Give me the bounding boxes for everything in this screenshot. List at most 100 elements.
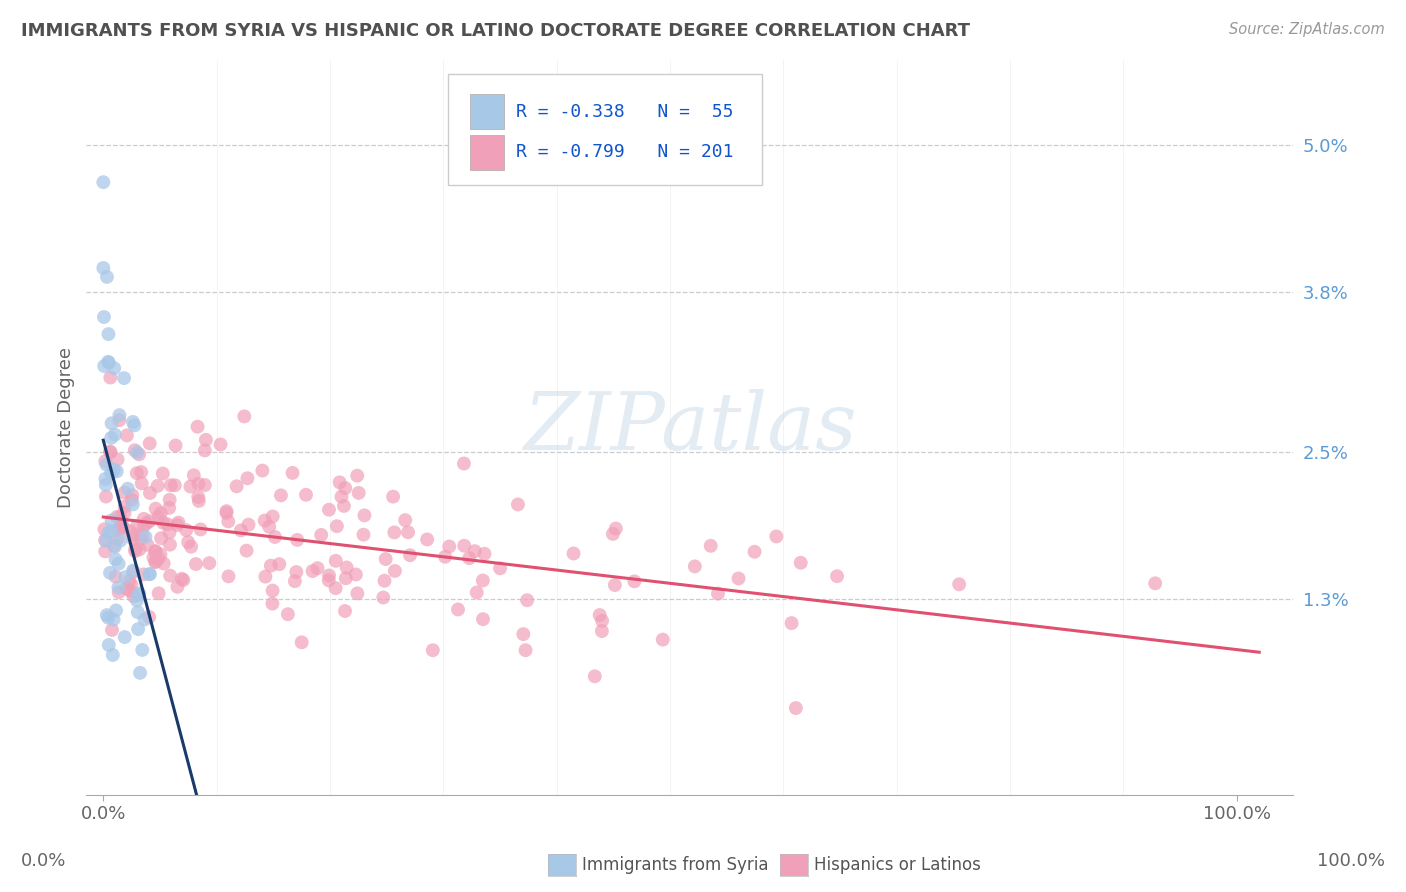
Point <box>143 555 166 569</box>
Point <box>439 540 461 554</box>
Point <box>125 466 148 480</box>
Point <box>307 561 329 575</box>
Point <box>948 577 970 591</box>
Point <box>143 544 166 558</box>
Point <box>194 443 217 458</box>
Point <box>215 506 238 520</box>
Point <box>346 586 368 600</box>
Point <box>464 544 486 558</box>
Point <box>353 527 375 541</box>
Point <box>183 468 205 483</box>
Point <box>180 540 202 554</box>
Text: 100.0%: 100.0% <box>1317 852 1385 870</box>
Point <box>146 479 169 493</box>
Point <box>396 525 419 540</box>
Point <box>107 522 129 536</box>
Point <box>344 567 367 582</box>
Point <box>257 520 280 534</box>
Point <box>384 564 406 578</box>
Point <box>136 538 159 552</box>
Point <box>94 533 117 548</box>
Point <box>101 524 124 538</box>
Point <box>318 568 340 582</box>
Point <box>120 583 142 598</box>
Point <box>107 585 129 599</box>
Point <box>134 530 156 544</box>
Point <box>166 580 188 594</box>
Point <box>159 492 181 507</box>
Y-axis label: Doctorate Degree: Doctorate Degree <box>58 347 75 508</box>
Point <box>225 479 247 493</box>
Point <box>98 566 121 580</box>
Point <box>623 574 645 589</box>
Point <box>97 638 120 652</box>
Point <box>285 533 308 547</box>
Point <box>107 557 129 571</box>
Point <box>91 175 114 189</box>
Point <box>96 608 118 623</box>
Point <box>103 361 125 376</box>
Point <box>129 465 152 479</box>
Point <box>785 701 807 715</box>
Point <box>512 627 534 641</box>
Point <box>112 520 135 534</box>
Point <box>114 485 136 500</box>
Point <box>229 524 252 538</box>
Point <box>125 445 148 459</box>
Point <box>825 569 848 583</box>
Point <box>104 569 127 583</box>
Point <box>94 477 117 491</box>
Point <box>132 528 155 542</box>
Point <box>172 573 194 587</box>
Text: Source: ZipAtlas.com: Source: ZipAtlas.com <box>1229 22 1385 37</box>
Point <box>91 260 114 275</box>
Point <box>707 586 730 600</box>
Point <box>253 514 276 528</box>
Point <box>174 523 197 537</box>
Point <box>347 486 370 500</box>
Point <box>138 567 160 582</box>
Point <box>110 533 132 548</box>
Point <box>589 608 612 623</box>
Point <box>374 552 396 566</box>
Point <box>422 643 444 657</box>
Point <box>789 556 811 570</box>
Point <box>506 498 529 512</box>
Point <box>131 643 153 657</box>
Point <box>465 585 488 599</box>
Point <box>159 538 181 552</box>
Point <box>254 569 277 583</box>
Point <box>336 560 359 574</box>
Point <box>727 571 749 585</box>
Point <box>124 542 146 557</box>
Point <box>97 355 120 369</box>
Point <box>94 533 117 548</box>
Point <box>353 508 375 523</box>
Point <box>166 518 188 533</box>
Point <box>125 593 148 607</box>
Point <box>101 623 124 637</box>
Point <box>765 529 787 543</box>
Point <box>1144 576 1167 591</box>
Point <box>138 514 160 528</box>
Point <box>394 513 416 527</box>
Point <box>111 519 134 533</box>
Point <box>122 528 145 542</box>
Point <box>112 371 135 385</box>
Point <box>218 569 240 583</box>
Point <box>187 419 209 434</box>
Point <box>373 574 395 588</box>
Point <box>346 468 368 483</box>
Point <box>416 533 439 547</box>
Point <box>217 515 239 529</box>
Point <box>472 612 495 626</box>
Point <box>194 433 217 447</box>
Point <box>179 479 201 493</box>
Point <box>128 542 150 557</box>
Point <box>285 565 308 579</box>
Point <box>139 486 162 500</box>
Point <box>96 269 118 284</box>
Point <box>128 588 150 602</box>
Point <box>103 539 125 553</box>
Point <box>159 525 181 540</box>
